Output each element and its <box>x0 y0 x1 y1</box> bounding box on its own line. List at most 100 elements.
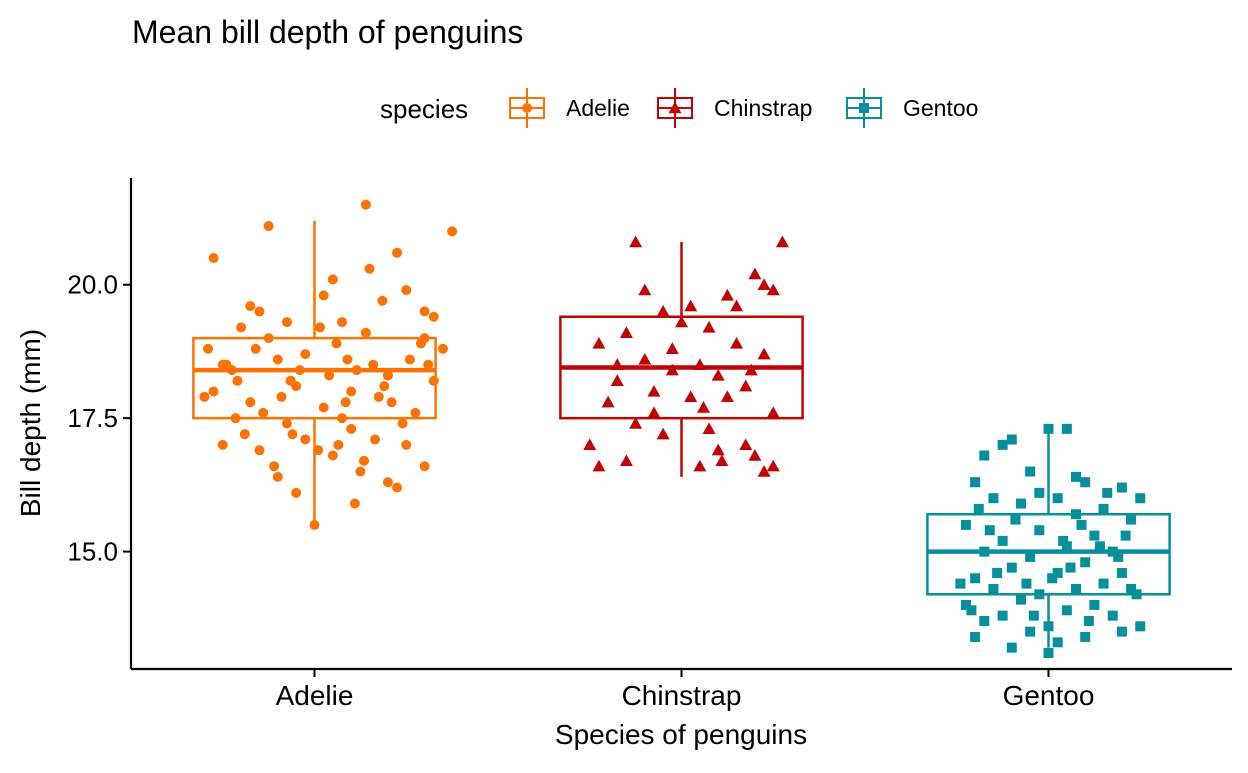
data-point <box>1094 541 1105 552</box>
data-point <box>1061 605 1072 616</box>
legend-items: Adelie Chinstrap Gentoo <box>509 88 978 128</box>
data-point <box>401 285 412 296</box>
data-point <box>775 235 789 248</box>
data-point <box>1015 498 1026 509</box>
data-point <box>1058 535 1069 546</box>
data-point <box>415 338 426 349</box>
data-point <box>1135 621 1146 632</box>
data-point <box>748 449 762 461</box>
box-iqr <box>926 512 1171 596</box>
legend-item-gentoo: Gentoo <box>846 88 978 128</box>
legend-key <box>509 88 545 128</box>
legend-key-marker <box>522 103 532 113</box>
x-axis-ticks: Adelie Chinstrap Gentoo <box>276 669 1094 711</box>
data-point <box>447 226 458 237</box>
data-point <box>1116 482 1127 493</box>
data-point <box>1116 567 1127 578</box>
data-point <box>979 450 990 461</box>
data-point <box>988 583 999 594</box>
data-point <box>236 322 247 333</box>
data-point <box>423 359 434 370</box>
data-point <box>239 429 250 440</box>
data-point <box>359 455 370 466</box>
data-point <box>291 487 302 498</box>
data-point <box>1071 509 1082 520</box>
legend-item-adelie: Adelie <box>509 88 630 128</box>
data-point <box>269 461 280 472</box>
data-point <box>1083 615 1094 626</box>
data-point <box>313 445 324 456</box>
data-point <box>327 274 338 285</box>
data-point <box>315 322 326 333</box>
data-point <box>973 503 984 514</box>
data-point <box>1065 562 1076 573</box>
legend-item-chinstrap: Chinstrap <box>657 88 812 128</box>
series-chinstrap <box>559 235 804 477</box>
data-point <box>629 417 643 429</box>
data-point <box>619 326 633 338</box>
data-point <box>318 290 329 301</box>
legend-key <box>657 88 693 128</box>
data-point <box>684 299 698 312</box>
data-point <box>1080 477 1091 488</box>
series-adelie <box>192 199 458 530</box>
data-point <box>285 375 296 386</box>
data-point <box>373 391 384 402</box>
data-point <box>675 315 688 328</box>
data-point <box>1071 471 1082 482</box>
data-point <box>638 352 652 365</box>
data-point <box>988 493 999 504</box>
data-point <box>1116 626 1127 637</box>
data-point <box>766 459 780 472</box>
data-point <box>324 370 335 381</box>
data-point <box>592 459 606 472</box>
data-point <box>281 418 292 429</box>
data-point <box>1025 551 1036 562</box>
data-point <box>245 301 256 312</box>
data-point <box>419 461 430 472</box>
data-point <box>979 546 990 557</box>
data-point <box>730 299 744 312</box>
data-point <box>272 471 283 482</box>
data-point <box>437 343 448 354</box>
data-point <box>1034 589 1045 600</box>
data-point <box>1028 610 1039 621</box>
data-point <box>1076 519 1087 530</box>
data-point <box>254 445 265 456</box>
data-point <box>1025 466 1036 477</box>
data-point <box>342 354 353 365</box>
data-point <box>610 358 624 370</box>
data-point <box>984 525 995 536</box>
data-point <box>208 386 219 397</box>
series-gentoo <box>926 423 1171 658</box>
data-point <box>647 406 661 419</box>
data-point <box>272 354 283 365</box>
data-point <box>250 343 261 354</box>
data-point <box>757 465 771 477</box>
data-point <box>410 407 421 418</box>
data-point <box>360 199 371 210</box>
box-iqr <box>192 336 437 420</box>
x-tick-label: Adelie <box>276 680 354 711</box>
data-point <box>1034 525 1045 536</box>
data-point <box>665 363 679 376</box>
data-point <box>404 354 415 365</box>
data-point <box>992 567 1003 578</box>
data-point <box>258 407 269 418</box>
data-point <box>386 397 397 408</box>
data-point <box>318 402 329 413</box>
data-point <box>221 359 232 370</box>
data-point <box>203 343 214 354</box>
data-point <box>610 374 624 387</box>
data-point <box>960 519 971 530</box>
data-point <box>1107 546 1118 557</box>
data-point <box>1080 557 1091 568</box>
data-point <box>1052 493 1063 504</box>
y-tick-label: 17.5 <box>67 403 118 433</box>
data-point <box>601 395 615 408</box>
data-point <box>1113 551 1124 562</box>
data-point <box>263 221 274 232</box>
data-point <box>309 519 320 530</box>
data-point <box>1071 583 1082 594</box>
